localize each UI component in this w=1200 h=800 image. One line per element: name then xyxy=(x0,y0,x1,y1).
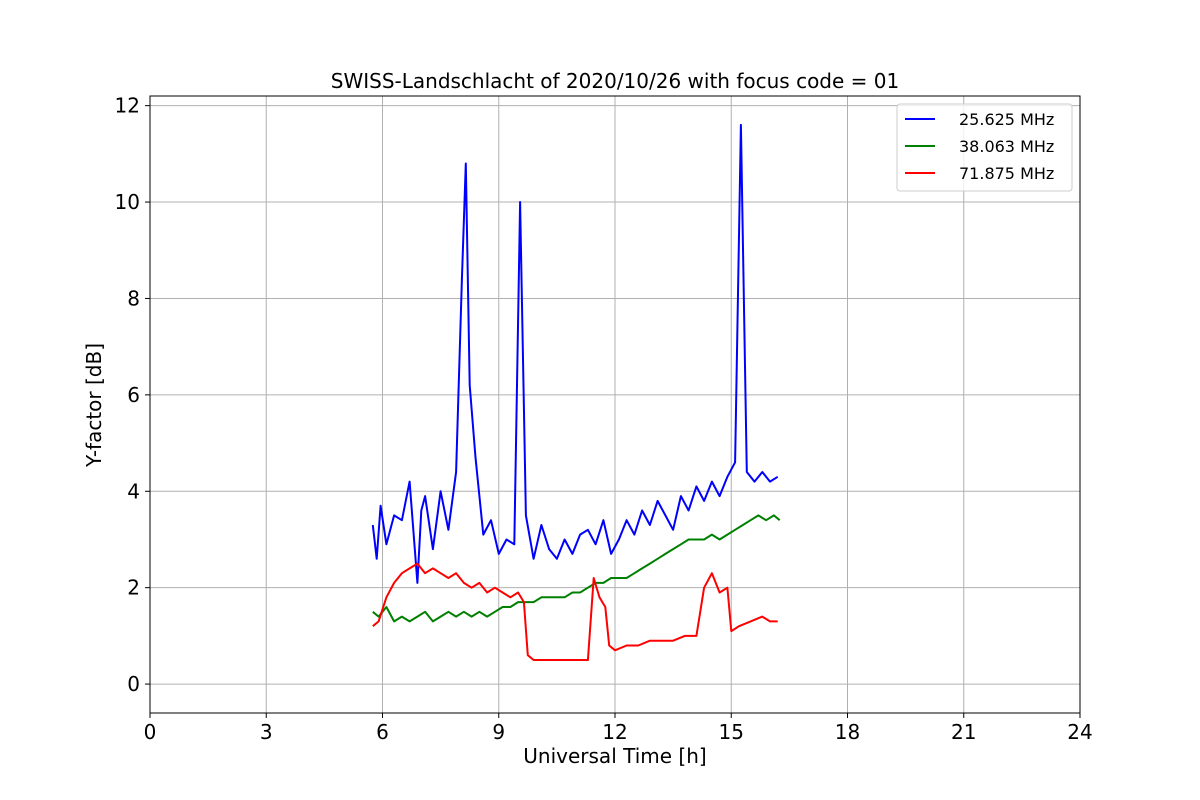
x-tick-label: 18 xyxy=(835,720,860,744)
legend-box xyxy=(896,103,1073,192)
y-tick-label: 8 xyxy=(127,286,140,310)
x-tick-label: 6 xyxy=(376,720,389,744)
legend-label: 71.875 MHz xyxy=(959,164,1054,183)
series-line-38-063-mhz xyxy=(372,514,781,623)
legend-label: 25.625 MHz xyxy=(959,110,1054,129)
plot-lines xyxy=(371,123,781,661)
x-tick-label: 0 xyxy=(144,720,157,744)
chart-title: SWISS-Landschlacht of 2020/10/26 with fo… xyxy=(331,69,899,93)
y-axis-label: Y-factor [dB] xyxy=(82,343,106,468)
series-line-71-875-mhz xyxy=(372,562,778,661)
x-tick-label: 9 xyxy=(492,720,505,744)
y-tick-label: 6 xyxy=(127,383,140,407)
legend-label: 38.063 MHz xyxy=(959,137,1054,156)
y-tick-label: 10 xyxy=(115,190,140,214)
y-tick-label: 12 xyxy=(115,94,140,118)
y-tick-label: 0 xyxy=(127,672,140,696)
x-axis-label: Universal Time [h] xyxy=(523,744,706,768)
legend: 25.625 MHz 38.063 MHz 71.875 MHz xyxy=(896,103,1073,192)
x-tick-label: 3 xyxy=(260,720,273,744)
series-line-25-625-mhz xyxy=(371,123,779,584)
x-tick-label: 24 xyxy=(1067,720,1092,744)
x-tick-label: 12 xyxy=(602,720,627,744)
x-tick-label: 15 xyxy=(719,720,744,744)
y-tick-label: 2 xyxy=(127,576,140,600)
y-tick-label: 4 xyxy=(127,479,140,503)
x-tick-label: 21 xyxy=(951,720,976,744)
